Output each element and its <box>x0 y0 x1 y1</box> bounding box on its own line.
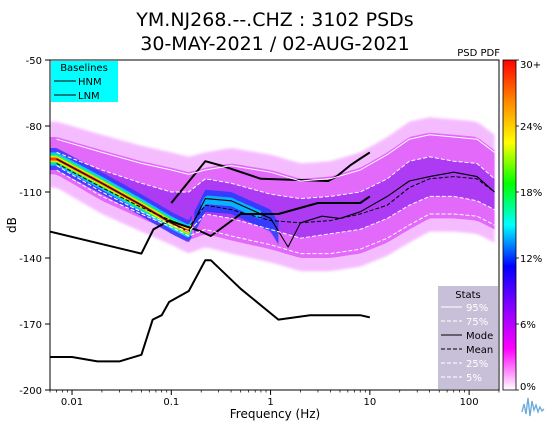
baselines-legend: Baselines HNM LNM <box>51 61 118 102</box>
stats-legend-title: Stats <box>455 290 481 301</box>
colorbar-tick-label: 30+ <box>520 60 541 71</box>
colorbar-title: PSD PDF <box>457 48 500 59</box>
x-tick-label: 1 <box>267 397 273 408</box>
stats-legend: Stats 95% 75% Mode Mean 25% 5% <box>438 286 498 389</box>
legend-mean-label: Mean <box>466 345 493 356</box>
legend-lnm-label: LNM <box>78 91 100 102</box>
colorbar-tick-label: 12% <box>520 254 542 265</box>
series-line-hnm <box>170 151 371 204</box>
chart-subtitle: 30-MAY-2021 / 02-AUG-2021 <box>140 33 409 55</box>
y-tick-label: -140 <box>19 254 42 265</box>
series-line-95pct <box>56 134 495 182</box>
series-line-mean <box>56 162 495 228</box>
psd-pdf-density <box>50 117 495 272</box>
legend-25-label: 25% <box>466 359 488 370</box>
series-line-lnm <box>50 195 371 255</box>
colorbar-tick-label: 18% <box>520 188 542 199</box>
x-tick-label: 0.01 <box>61 397 83 408</box>
chart-title: YM.NJ268.--.CHZ : 3102 PSDs <box>135 9 413 31</box>
x-axis-ticks: 0.01 0.1 1 10 100 <box>49 390 500 408</box>
colorbar-ticks: 30+ 24% 18% 12% 6% 0% <box>516 59 542 393</box>
plot-frame <box>49 59 500 391</box>
series-line-5pct <box>56 169 495 255</box>
y-tick-label: -200 <box>19 386 42 397</box>
colorbar-tick-label: 24% <box>520 122 542 133</box>
y-tick-label: -110 <box>19 188 42 199</box>
legend-mode-label: Mode <box>466 331 493 342</box>
x-tick-label: 0.1 <box>163 397 179 408</box>
series-lines <box>50 134 495 363</box>
y-axis-ticks: -50 -80 -110 -140 -170 -200 <box>19 56 50 397</box>
x-axis-label: Frequency (Hz) <box>230 407 321 421</box>
x-tick-label: 10 <box>363 397 376 408</box>
colorbar-tick-label: 6% <box>520 320 536 331</box>
pdf-patch-core <box>201 195 261 220</box>
legend-5-label: 5% <box>466 373 482 384</box>
colorbar-tick-label: 0% <box>520 382 536 393</box>
seismic-logo-icon <box>521 397 545 417</box>
legend-75-label: 75% <box>466 317 488 328</box>
colorbar <box>502 59 517 391</box>
series-line-25pct <box>56 165 495 239</box>
legend-95-label: 95% <box>466 303 488 314</box>
baselines-legend-title: Baselines <box>60 63 108 74</box>
y-tick-label: -80 <box>26 122 42 133</box>
y-tick-label: -50 <box>26 56 42 67</box>
stats-legend-background <box>438 286 498 389</box>
plot-area <box>50 117 495 363</box>
legend-hnm-label: HNM <box>78 77 102 88</box>
y-tick-label: -170 <box>19 320 42 331</box>
x-tick-label: 100 <box>460 397 479 408</box>
series-line-nlnm <box>50 259 371 363</box>
y-axis-label: dB <box>5 217 19 233</box>
series-line-75pct <box>56 151 495 200</box>
